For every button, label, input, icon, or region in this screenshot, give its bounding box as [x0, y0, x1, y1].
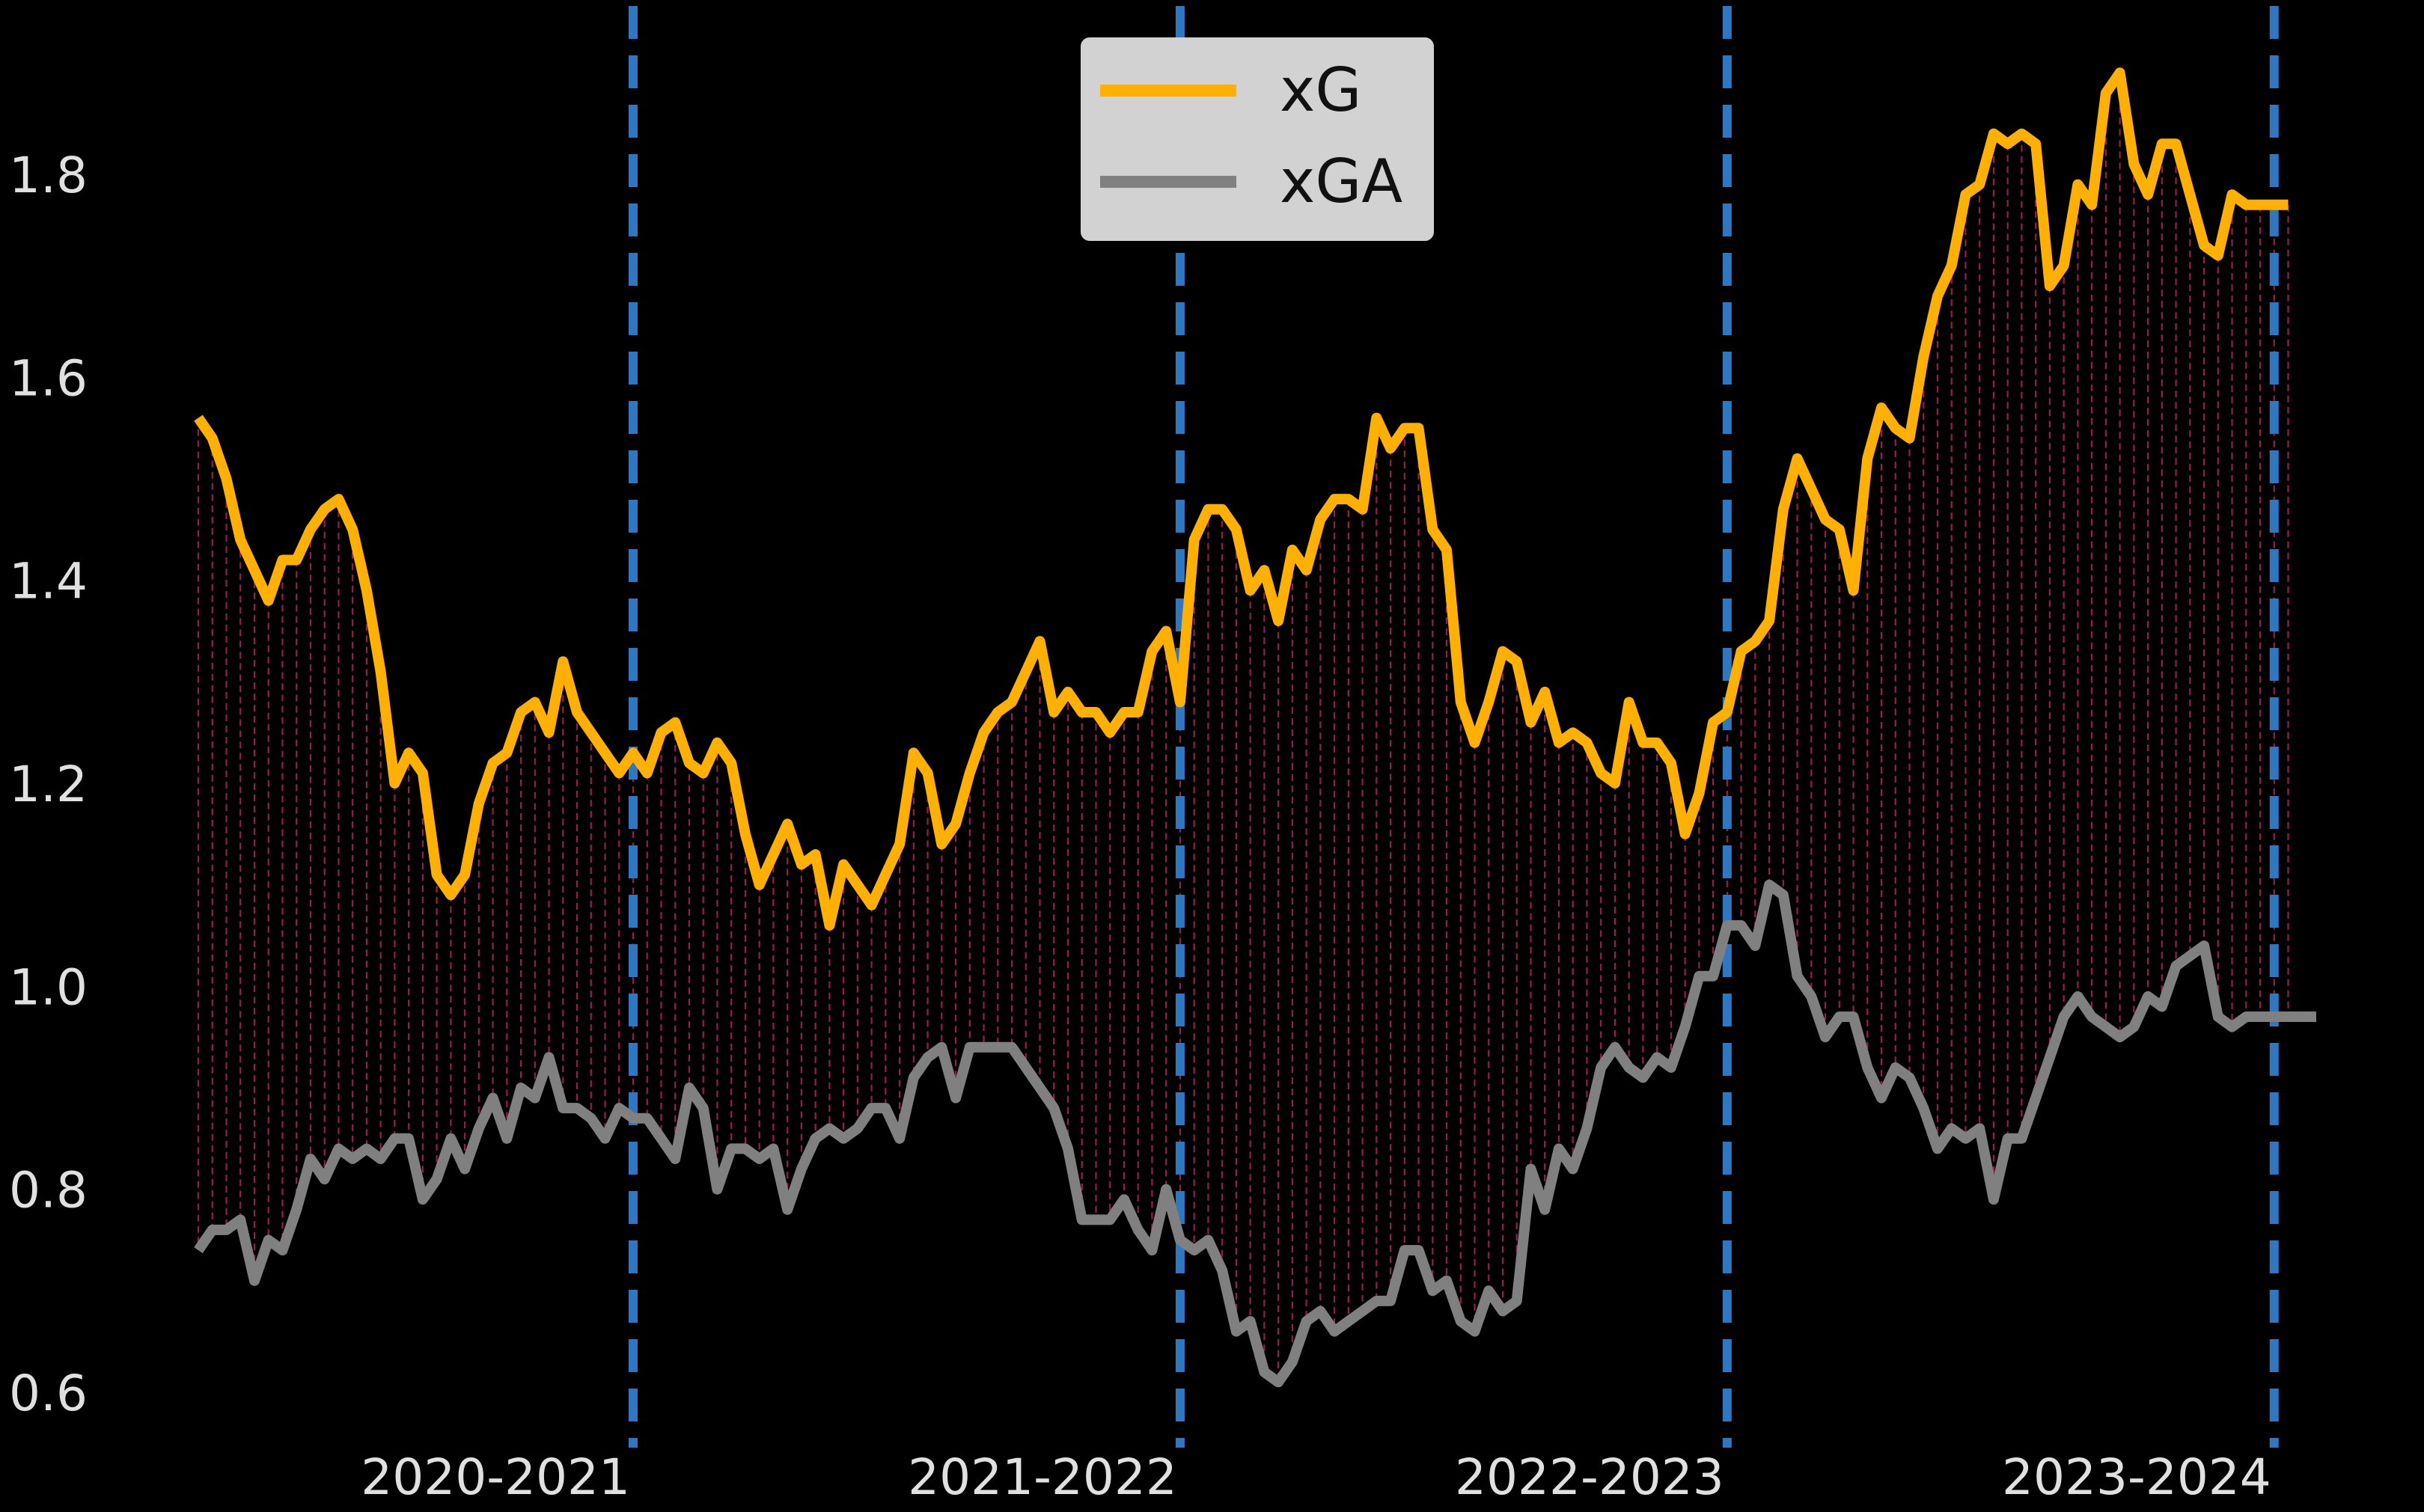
- x-axis-ticks: 2020-2021 2021-2022 2022-2023 2023-2024: [361, 1448, 2271, 1506]
- legend-label-xg: xG: [1280, 55, 1361, 125]
- difference-fill-layer: [197, 73, 2289, 1383]
- y-tick-label: 1.8: [9, 147, 88, 204]
- x-tick-label: 2022-2023: [1455, 1448, 1724, 1506]
- series-layer: [194, 67, 2316, 1388]
- y-tick-label: 0.8: [9, 1162, 88, 1219]
- season-divider-layer: [628, 6, 2279, 1448]
- xga-series-line: [194, 879, 2316, 1388]
- x-tick-label: 2023-2024: [2002, 1448, 2271, 1506]
- y-tick-label: 1.4: [9, 553, 88, 610]
- legend: xG xGA: [1081, 37, 1434, 241]
- y-tick-label: 0.6: [9, 1365, 88, 1422]
- y-tick-label: 1.0: [9, 958, 88, 1016]
- x-tick-label: 2021-2022: [908, 1448, 1177, 1506]
- y-tick-label: 1.6: [9, 349, 88, 407]
- y-tick-label: 1.2: [9, 756, 88, 813]
- y-axis-ticks: 0.6 0.8 1.0 1.2 1.4 1.6 1.8: [9, 147, 88, 1422]
- xg-series-line: [194, 67, 2289, 931]
- legend-label-xga: xGA: [1280, 147, 1402, 216]
- x-tick-label: 2020-2021: [361, 1448, 630, 1506]
